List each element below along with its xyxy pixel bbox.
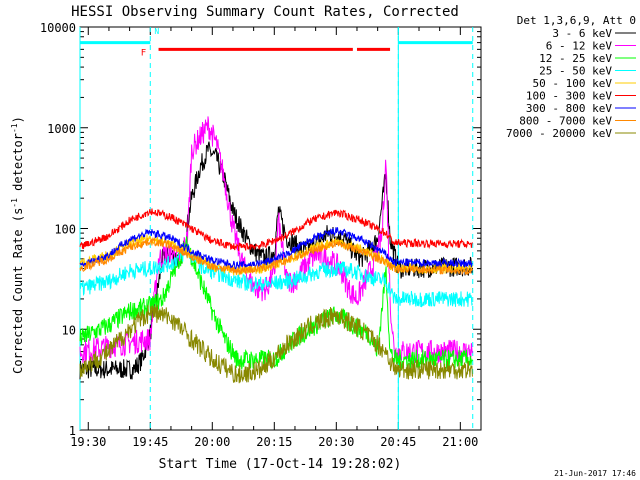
series-line-6 [79, 227, 473, 270]
x-tick-label: 19:45 [132, 435, 168, 449]
data-series [79, 116, 473, 384]
y-tick-label: 1 [69, 424, 76, 438]
legend-entry-label: 12 - 25 keV [539, 52, 612, 65]
flag-f-label: F [141, 49, 146, 59]
series-line-8 [79, 304, 473, 384]
x-tick-label: 21:00 [442, 435, 478, 449]
x-axis-label: Start Time (17-Oct-14 19:28:02) [159, 457, 402, 472]
legend-entry-label: 50 - 100 keV [533, 77, 613, 90]
y-tick-label: 10000 [40, 21, 76, 35]
legend-entry-label: 7000 - 20000 keV [506, 127, 612, 140]
flag-n-label: N [154, 27, 159, 36]
footer-date: 21-Jun-2017 17:46 [554, 469, 636, 478]
legend-header: Det 1,3,6,9, Att 0 [517, 14, 636, 27]
y-tick-label: 1000 [47, 122, 76, 136]
legend-entry-label: 300 - 800 keV [526, 102, 612, 115]
series-line-3 [79, 247, 473, 308]
series-line-7 [79, 236, 473, 276]
chart-title: HESSI Observing Summary Count Rates, Cor… [71, 4, 459, 20]
legend-entry-label: 25 - 50 keV [539, 65, 612, 78]
x-tick-label: 20:30 [318, 435, 354, 449]
legend-entry-label: 800 - 7000 keV [519, 115, 612, 128]
x-tick-label: 20:00 [194, 435, 230, 449]
legend-entry-label: 6 - 12 keV [546, 40, 613, 53]
series-line-5 [79, 208, 473, 252]
legend-entry-label: 3 - 6 keV [552, 27, 612, 40]
x-tick-label: 19:30 [70, 435, 106, 449]
y-tick-label: 100 [54, 223, 76, 237]
x-tick-label: 20:15 [256, 435, 292, 449]
y-tick-label: 10 [62, 323, 76, 337]
legend-entry-label: 100 - 300 keV [526, 90, 612, 103]
x-tick-label: 20:45 [380, 435, 416, 449]
axis-ticks: 19:30 19:45 20:00 20:15 20:30 20:45 21:00 1 10 10… [40, 21, 481, 449]
y-axis-label: Corrected Count Rate (s-1 detector-1) [10, 116, 25, 374]
series-line-1 [79, 116, 473, 364]
